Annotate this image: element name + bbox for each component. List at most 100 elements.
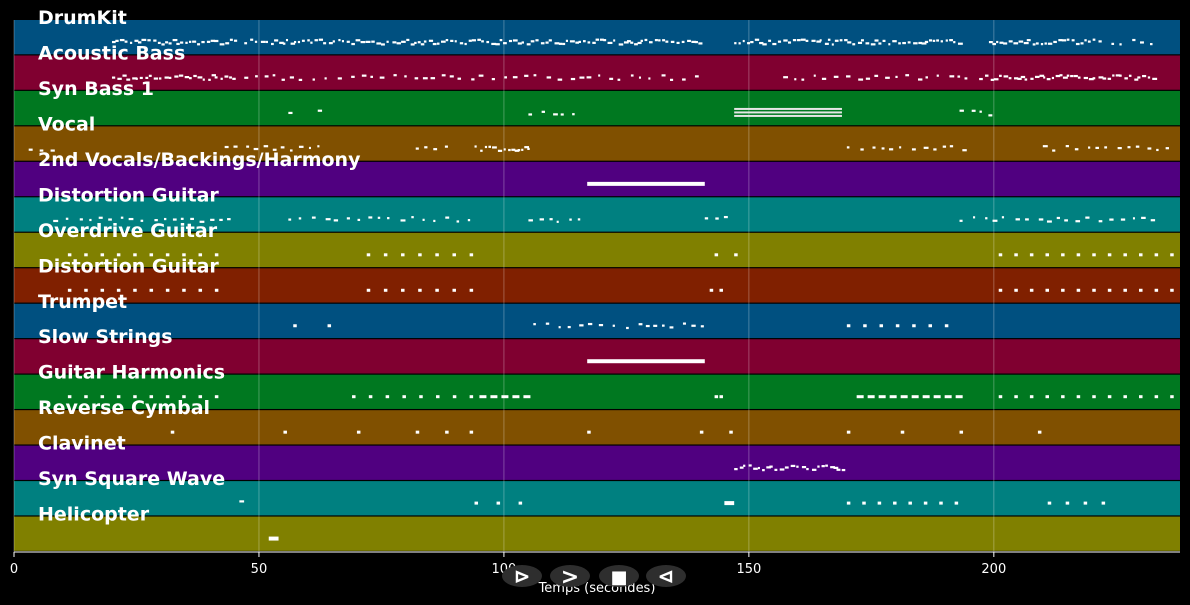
note — [587, 322, 593, 326]
note — [528, 219, 533, 222]
note — [623, 41, 629, 44]
note — [839, 39, 843, 42]
note — [878, 42, 882, 45]
track-label: Acoustic Bass — [38, 42, 185, 64]
note-group — [67, 288, 219, 292]
note — [582, 40, 586, 43]
rewind-button[interactable]: ⊲ — [646, 564, 686, 588]
note — [1024, 78, 1028, 81]
note — [569, 218, 572, 221]
note — [895, 75, 898, 79]
note — [577, 218, 581, 221]
note — [383, 253, 388, 257]
note — [449, 75, 454, 78]
note — [645, 324, 650, 328]
note-group — [1037, 430, 1042, 434]
note — [471, 78, 475, 81]
note — [530, 40, 535, 43]
note — [1018, 40, 1024, 43]
note — [811, 468, 817, 471]
note — [898, 42, 901, 45]
note — [288, 111, 293, 115]
note — [921, 42, 927, 45]
note — [936, 74, 939, 77]
note — [630, 41, 634, 44]
note — [401, 40, 406, 43]
note — [1142, 74, 1147, 78]
note — [669, 326, 674, 329]
note — [694, 40, 698, 44]
note — [862, 501, 866, 505]
note-group — [714, 253, 738, 257]
note — [119, 38, 125, 42]
note — [638, 76, 642, 79]
note — [562, 42, 566, 46]
note-group — [53, 216, 231, 223]
note — [567, 325, 571, 329]
note — [479, 395, 487, 399]
note — [198, 253, 203, 257]
note — [715, 217, 719, 220]
note — [959, 219, 963, 222]
play-button[interactable]: ⊳ — [502, 564, 542, 588]
note — [1046, 220, 1052, 223]
note — [816, 40, 821, 43]
note-group — [111, 74, 236, 81]
note — [882, 39, 886, 42]
note — [1156, 148, 1159, 152]
note — [821, 465, 825, 468]
note — [467, 219, 471, 222]
note — [67, 253, 72, 257]
note — [352, 395, 356, 399]
note — [255, 75, 258, 78]
note — [783, 39, 788, 42]
note — [1150, 43, 1153, 46]
note — [1042, 145, 1048, 148]
note — [477, 38, 481, 41]
note — [290, 42, 296, 45]
stop-button[interactable]: ■ — [599, 565, 639, 588]
note — [404, 75, 407, 78]
note — [734, 468, 738, 471]
note — [1123, 395, 1127, 399]
note — [565, 39, 569, 42]
note — [607, 41, 613, 45]
note — [885, 76, 890, 79]
note — [337, 77, 342, 80]
track-label: Trumpet — [38, 291, 127, 313]
note — [517, 42, 522, 45]
note — [587, 430, 591, 434]
note — [210, 39, 215, 42]
note — [899, 146, 902, 149]
note — [1092, 253, 1096, 257]
note — [411, 216, 414, 219]
note — [415, 430, 420, 434]
note — [233, 145, 238, 148]
fast-forward-button[interactable]: > — [550, 565, 590, 590]
note — [281, 78, 285, 81]
note — [53, 219, 59, 223]
x-tick-label: 200 — [981, 562, 1006, 577]
note — [503, 42, 507, 45]
note — [766, 466, 771, 469]
note — [317, 109, 323, 112]
track-label: DrumKit — [38, 7, 127, 29]
note — [1098, 76, 1104, 79]
note — [1029, 253, 1034, 257]
note — [419, 395, 423, 399]
note — [944, 324, 949, 328]
note — [351, 75, 355, 78]
note — [192, 40, 197, 43]
note — [911, 395, 919, 399]
note — [158, 77, 162, 80]
note — [89, 218, 92, 222]
note — [197, 43, 201, 46]
note — [1120, 218, 1126, 221]
note — [219, 43, 225, 46]
note — [521, 148, 524, 151]
note — [734, 253, 738, 257]
note — [111, 40, 116, 44]
track-lane — [14, 268, 1180, 303]
note — [288, 218, 292, 221]
note — [197, 76, 203, 79]
